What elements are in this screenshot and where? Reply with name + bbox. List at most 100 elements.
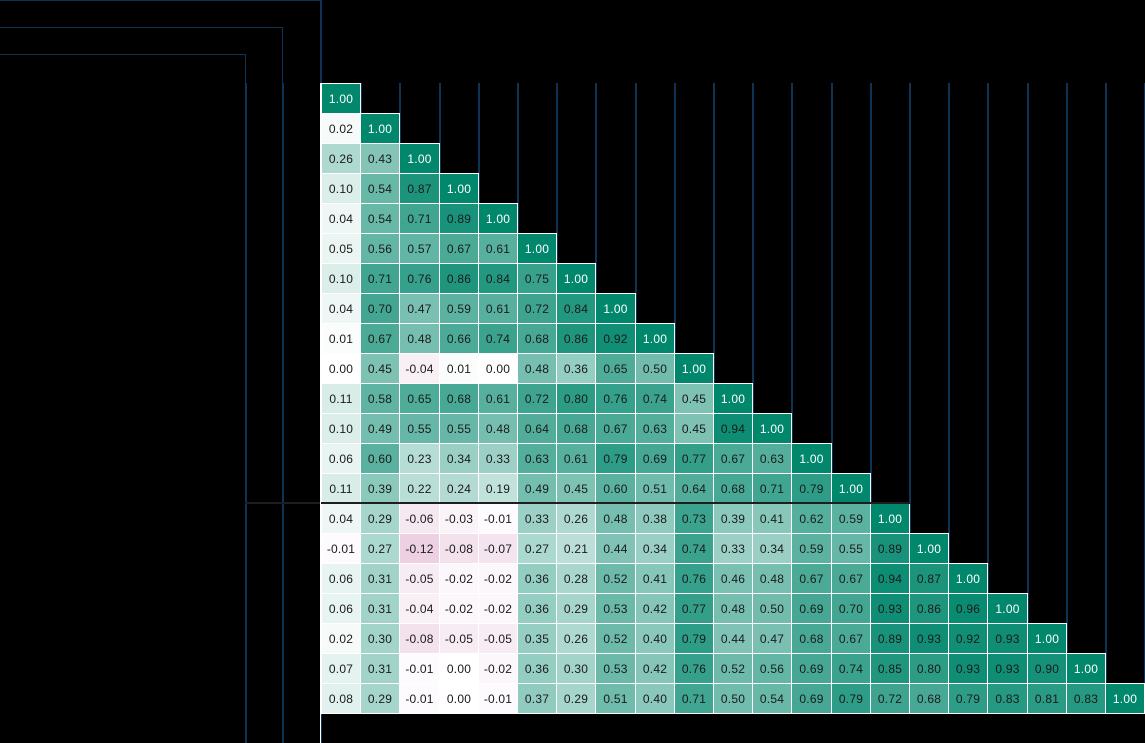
heatmap-cell-diagonal: 1.00: [752, 413, 792, 444]
heatmap-cell: 0.80: [909, 653, 949, 684]
heatmap-cell: 0.67: [360, 323, 400, 354]
frame-line: [320, 712, 322, 743]
heatmap-cell: 0.54: [360, 203, 400, 234]
gridline: [831, 83, 833, 473]
heatmap-cell: -0.01: [399, 683, 440, 714]
gridline: [1066, 83, 1068, 653]
heatmap-cell: 0.31: [360, 593, 400, 624]
gridline: [517, 83, 519, 233]
heatmap-cell: 0.00: [321, 353, 361, 384]
heatmap-cell: 0.34: [439, 443, 479, 474]
heatmap-cell: 0.45: [556, 473, 596, 504]
heatmap-cell: 0.51: [635, 473, 675, 504]
heatmap-cell: 0.26: [556, 503, 596, 534]
heatmap-cell: 0.68: [517, 323, 557, 354]
gridline: [478, 83, 480, 203]
heatmap-cell: 0.61: [478, 293, 518, 324]
heatmap-cell: 0.77: [674, 593, 714, 624]
heatmap-cell: 0.55: [439, 413, 479, 444]
heatmap-cell: -0.01: [321, 533, 361, 564]
heatmap-cell: 0.24: [439, 473, 479, 504]
heatmap-cell: 0.54: [752, 683, 792, 714]
heatmap-cell: 0.11: [321, 383, 361, 414]
heatmap-cell: -0.05: [478, 623, 518, 654]
heatmap-cell: 0.64: [674, 473, 714, 504]
heatmap-cell: 0.49: [360, 413, 400, 444]
heatmap-cell: 0.79: [791, 473, 832, 504]
gridline: [399, 83, 401, 143]
heatmap-cell: 0.60: [360, 443, 400, 474]
gridline: [360, 83, 362, 113]
heatmap-cell: 0.72: [517, 383, 557, 414]
heatmap-cell: 0.52: [713, 653, 753, 684]
heatmap-cell: 0.45: [360, 353, 400, 384]
heatmap-cell: 0.66: [439, 323, 479, 354]
heatmap-cell: 0.55: [831, 533, 871, 564]
gridline: [948, 83, 950, 563]
frame-line: [245, 83, 247, 743]
heatmap-cell: -0.08: [439, 533, 479, 564]
heatmap-cell: 0.67: [791, 563, 832, 594]
heatmap-cell-diagonal: 1.00: [909, 533, 949, 564]
heatmap-cell: 0.44: [713, 623, 753, 654]
heatmap-cell: 0.10: [321, 413, 361, 444]
heatmap-cell: -0.12: [399, 533, 440, 564]
heatmap-cell: 0.60: [595, 473, 636, 504]
heatmap-cell: 0.93: [909, 623, 949, 654]
heatmap-cell: 0.81: [1027, 683, 1067, 714]
heatmap-cell: 0.01: [321, 323, 361, 354]
heatmap-cell-diagonal: 1.00: [831, 473, 871, 504]
gridline: [713, 83, 715, 383]
heatmap-cell: 0.67: [439, 233, 479, 264]
heatmap-cell-diagonal: 1.00: [1105, 683, 1145, 714]
gridline: [1105, 83, 1107, 683]
gridline: [870, 83, 872, 503]
heatmap-cell: 0.70: [360, 293, 400, 324]
heatmap-cell: 0.50: [635, 353, 675, 384]
heatmap-cell: 0.79: [595, 443, 636, 474]
heatmap-cell: 0.77: [674, 443, 714, 474]
heatmap-cell: 0.02: [321, 623, 361, 654]
heatmap-cell: 0.00: [478, 353, 518, 384]
heatmap-cell-diagonal: 1.00: [321, 83, 361, 114]
heatmap-cell: 0.65: [595, 353, 636, 384]
heatmap-cell: 0.71: [360, 263, 400, 294]
heatmap-cell: 0.92: [595, 323, 636, 354]
gridline: [752, 83, 754, 413]
heatmap-cell: -0.04: [399, 593, 440, 624]
heatmap-cell: 0.89: [439, 203, 479, 234]
heatmap-cell: -0.05: [439, 623, 479, 654]
heatmap-cell: 0.28: [556, 563, 596, 594]
heatmap-cell: 0.67: [713, 443, 753, 474]
heatmap-cell: 0.39: [360, 473, 400, 504]
heatmap-cell: 0.96: [948, 593, 988, 624]
gridline: [439, 83, 441, 173]
heatmap-cell-diagonal: 1.00: [635, 323, 675, 354]
heatmap-cell: 0.74: [831, 653, 871, 684]
heatmap-cell: 0.76: [595, 383, 636, 414]
heatmap-cell: 0.05: [321, 233, 361, 264]
heatmap-cell-diagonal: 1.00: [399, 143, 440, 174]
heatmap-cell-diagonal: 1.00: [1027, 623, 1067, 654]
heatmap-cell: 0.69: [791, 593, 832, 624]
heatmap-cell: 0.84: [556, 293, 596, 324]
heatmap-cell: 0.39: [713, 503, 753, 534]
heatmap-cell: -0.06: [399, 503, 440, 534]
heatmap-cell: 0.48: [595, 503, 636, 534]
heatmap-cell: 0.42: [635, 593, 675, 624]
axis-line: [320, 83, 321, 743]
heatmap-cell: 0.37: [517, 683, 557, 714]
heatmap-cell: 0.27: [360, 533, 400, 564]
heatmap-cell: 0.40: [635, 623, 675, 654]
heatmap-cell-diagonal: 1.00: [517, 233, 557, 264]
heatmap-cell: 0.83: [1066, 683, 1106, 714]
heatmap-cell: 0.41: [752, 503, 792, 534]
heatmap-cell: 0.49: [517, 473, 557, 504]
heatmap-cell: 0.47: [399, 293, 440, 324]
heatmap-cell: 0.48: [399, 323, 440, 354]
gridline: [595, 83, 597, 293]
heatmap-cell: 0.36: [517, 653, 557, 684]
heatmap-cell: 0.01: [439, 353, 479, 384]
heatmap-cell: 0.59: [439, 293, 479, 324]
heatmap-cell: 0.29: [360, 503, 400, 534]
